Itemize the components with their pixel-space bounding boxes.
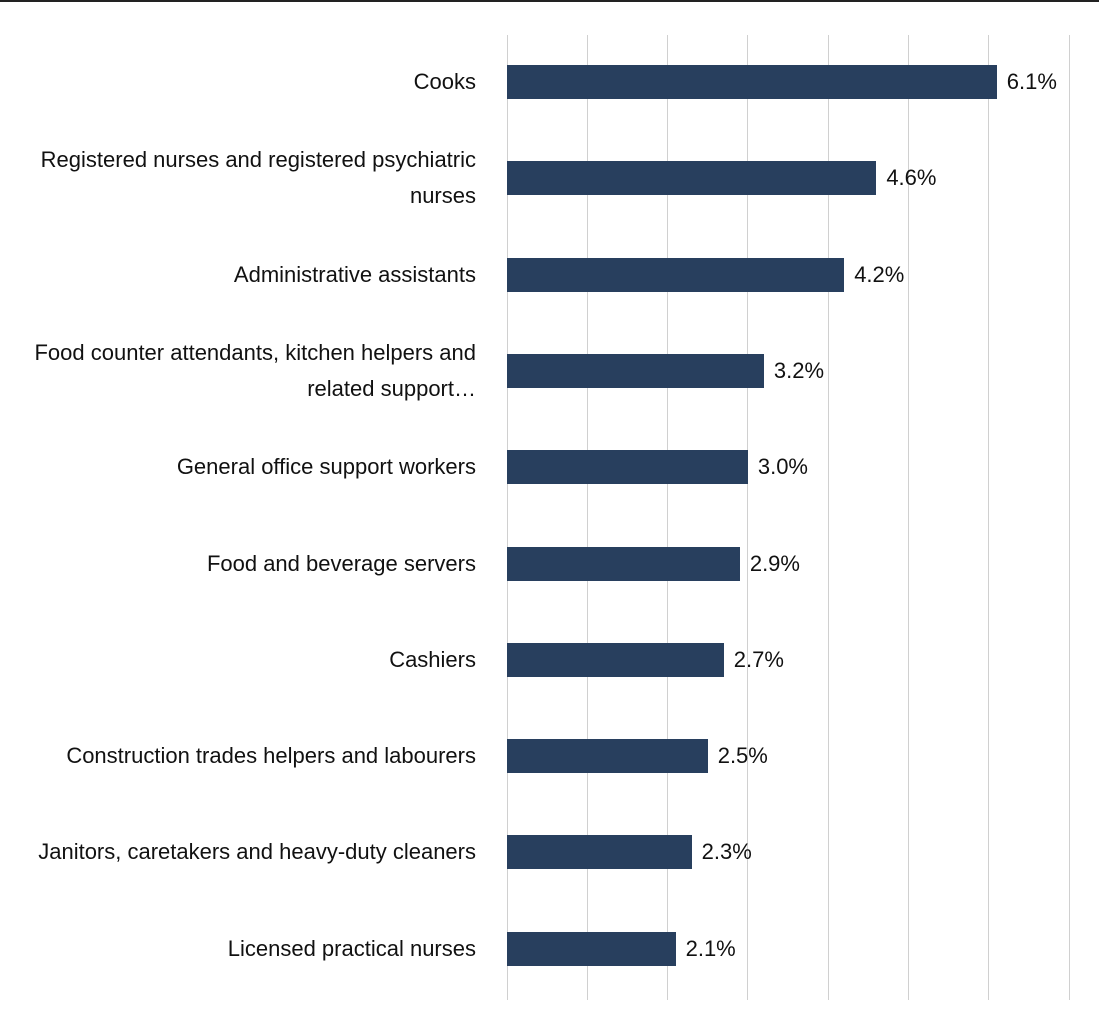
bar — [507, 642, 724, 677]
category-label: Cooks — [413, 69, 476, 94]
data-label: 2.1% — [685, 935, 736, 961]
bar — [507, 65, 997, 99]
category-label: Registered nurses and registered psychia… — [40, 147, 476, 209]
category-label: Construction trades helpers and labourer… — [66, 743, 476, 769]
data-label: 2.5% — [717, 743, 768, 769]
data-label: 2.7% — [733, 646, 784, 672]
data-label: 2.9% — [749, 550, 800, 576]
data-label: 4.2% — [854, 261, 905, 287]
bar — [507, 161, 877, 196]
grid-line — [667, 35, 669, 1000]
category-label: Cashiers — [389, 646, 476, 672]
bar — [507, 450, 748, 485]
bar — [507, 835, 692, 870]
category-label: Administrative assistants — [233, 261, 476, 287]
grid-line — [586, 35, 588, 1000]
grid-line — [506, 35, 508, 1000]
data-label: 4.6% — [886, 165, 937, 191]
bar — [507, 931, 676, 966]
category-label: Licensed practical nurses — [227, 935, 476, 961]
data-label: 6.1% — [1006, 69, 1057, 94]
category-label: Food counter attendants, kitchen helpers… — [34, 339, 476, 401]
grid-line — [747, 35, 749, 1000]
bar — [507, 257, 845, 292]
bar — [507, 353, 764, 388]
top-border — [0, 0, 1099, 2]
bar — [507, 739, 708, 774]
bar — [507, 546, 740, 581]
data-label: 2.3% — [701, 839, 752, 865]
grid-line — [1068, 35, 1070, 1000]
grid-line — [907, 35, 909, 1000]
category-label: Janitors, caretakers and heavy-duty clea… — [38, 839, 476, 865]
grid-line — [988, 35, 990, 1000]
grid-line — [827, 35, 829, 1000]
category-label: General office support workers — [176, 454, 476, 480]
data-label: 3.2% — [773, 357, 825, 383]
category-label: Food and beverage servers — [206, 550, 476, 576]
data-label: 3.0% — [757, 454, 808, 480]
